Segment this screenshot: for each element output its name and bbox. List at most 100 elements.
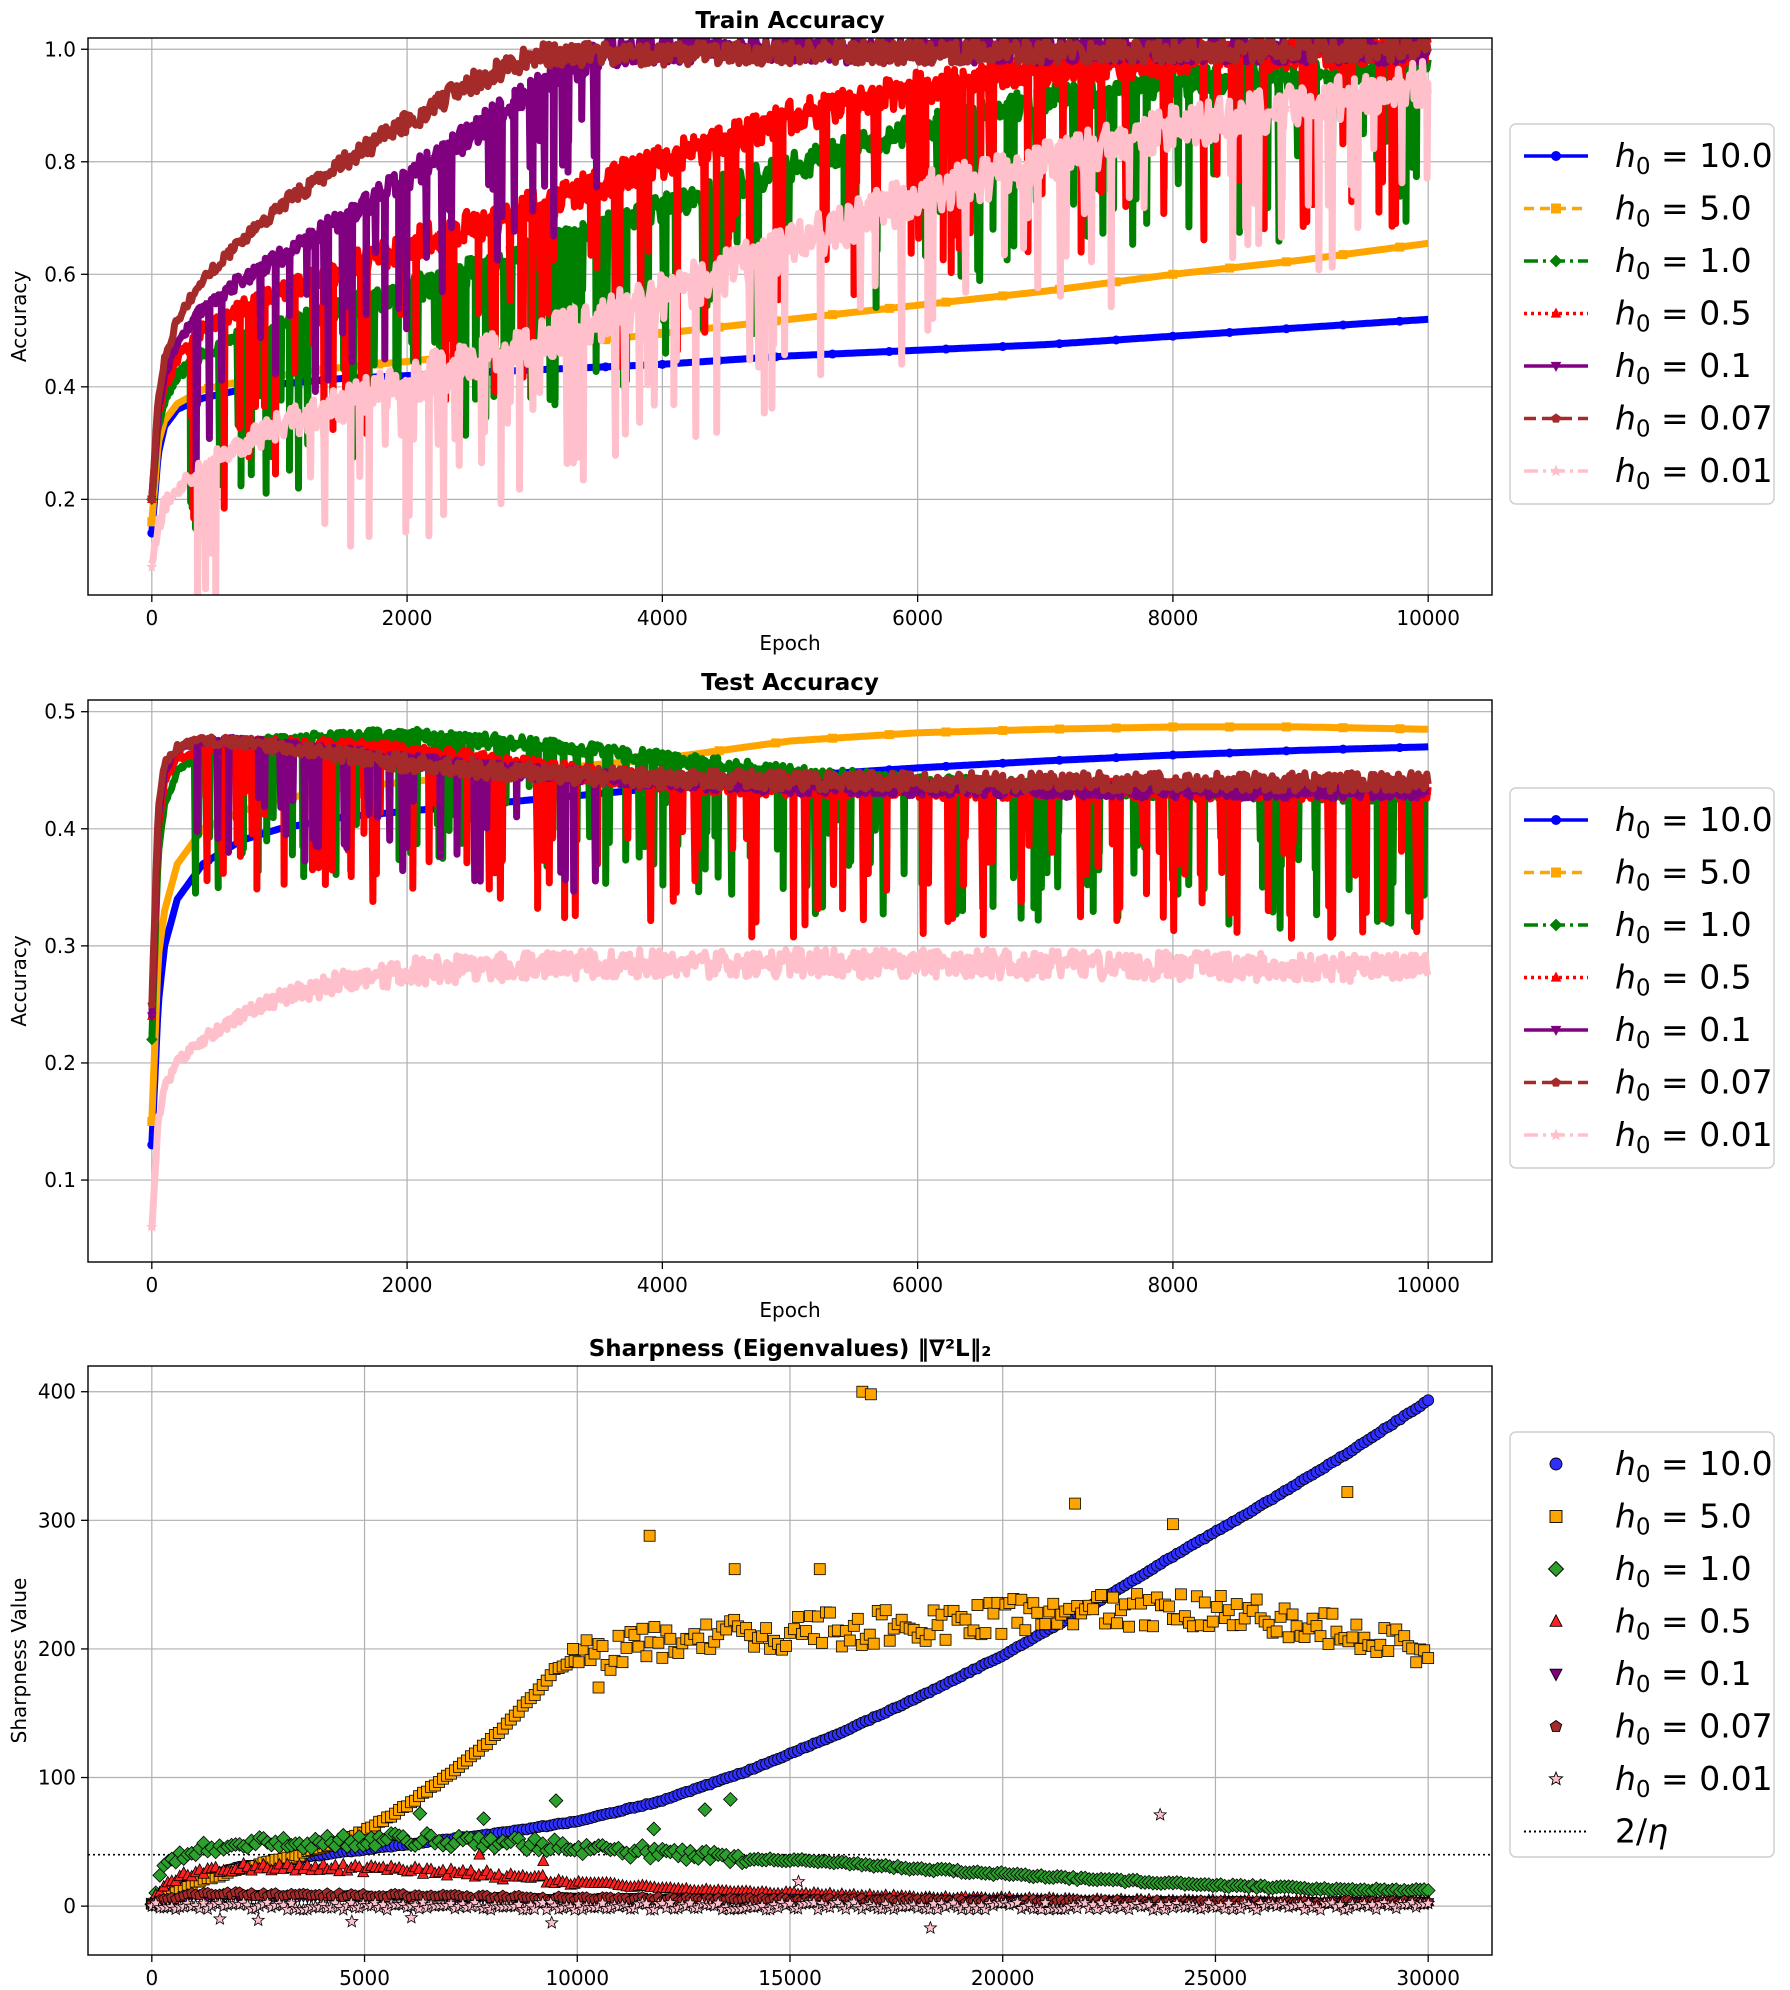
data-point — [1054, 62, 1065, 72]
data-point — [1282, 45, 1291, 54]
data-point — [260, 262, 271, 272]
data-point — [486, 961, 498, 973]
data-point — [543, 740, 555, 752]
legend-label: h0 = 0.1 — [1615, 346, 1752, 390]
legend-label: h0 = 10.0 — [1615, 1444, 1773, 1488]
legend-marker — [1549, 1510, 1563, 1523]
legend-marker — [1551, 867, 1561, 878]
data-point — [1168, 269, 1178, 279]
x-tick-label: 5000 — [339, 1966, 390, 1990]
data-point — [760, 1622, 772, 1635]
data-point — [883, 200, 895, 212]
series-7 — [146, 58, 1432, 595]
data-point — [1422, 1394, 1435, 1407]
data-point-outlier — [412, 1806, 428, 1821]
data-point — [656, 752, 669, 765]
data-point — [259, 999, 271, 1010]
data-point-outlier — [476, 1811, 492, 1827]
x-tick-label: 4000 — [637, 606, 688, 630]
data-point — [1054, 339, 1064, 349]
data-point — [1382, 1645, 1395, 1657]
data-point — [652, 1636, 665, 1649]
data-point — [487, 114, 498, 125]
data-point — [1054, 755, 1064, 765]
data-point-outlier — [791, 1874, 806, 1888]
chart-title: Train Accuracy — [695, 8, 884, 34]
data-point — [867, 1637, 880, 1650]
y-tick-label: 0.2 — [44, 487, 76, 511]
data-point — [959, 1613, 972, 1626]
data-point — [1221, 1896, 1236, 1910]
y-axis-label: Accuracy — [7, 935, 31, 1026]
data-point — [657, 156, 668, 166]
data-point — [1011, 1616, 1024, 1629]
data-point — [656, 201, 669, 213]
data-point — [713, 957, 725, 969]
data-point — [883, 957, 895, 969]
data-point — [941, 78, 951, 88]
data-point — [1281, 257, 1291, 267]
legend-box — [1509, 123, 1775, 505]
data-point — [1395, 242, 1405, 252]
data-point — [1338, 723, 1348, 733]
legend-swatch — [1524, 464, 1588, 477]
data-point — [204, 736, 213, 745]
data-point — [998, 291, 1008, 301]
legend-swatch — [1524, 203, 1588, 214]
y-tick-label: 0.5 — [44, 700, 76, 724]
legend-swatch — [1549, 1510, 1563, 1523]
legend-label: h0 = 0.07 — [1615, 1707, 1773, 1751]
x-tick-label: 0 — [145, 1273, 158, 1297]
data-point — [544, 768, 554, 777]
data-point-outlier — [1167, 1518, 1179, 1531]
data-point — [1230, 1598, 1243, 1610]
data-point-outlier — [864, 1388, 877, 1401]
data-point — [941, 777, 951, 786]
data-point — [1015, 1593, 1028, 1606]
legend-label: h0 = 5.0 — [1615, 189, 1752, 233]
legend-marker — [1551, 151, 1561, 161]
legend-marker — [1549, 1128, 1563, 1141]
data-point — [1055, 46, 1064, 56]
data-point-outlier — [251, 1912, 266, 1927]
data-point — [1078, 1895, 1093, 1909]
data-point — [1250, 1593, 1263, 1606]
data-point — [1281, 746, 1291, 756]
x-tick-label: 8000 — [1147, 1273, 1198, 1297]
data-point — [931, 1619, 944, 1632]
data-point — [599, 746, 612, 759]
data-point — [1047, 1597, 1060, 1610]
data-point — [941, 344, 951, 354]
data-point — [543, 959, 555, 971]
data-point — [998, 342, 1008, 352]
data-point — [1224, 960, 1236, 972]
data-point — [1206, 1615, 1219, 1628]
data-point — [1039, 1618, 1052, 1630]
data-point — [1019, 1624, 1032, 1637]
x-tick-label: 0 — [145, 1966, 158, 1990]
legend-swatch — [1524, 151, 1588, 161]
data-point — [431, 100, 440, 109]
legend-marker — [1551, 1077, 1561, 1087]
series-line-7 — [148, 946, 1432, 1231]
data-point — [1168, 722, 1178, 732]
data-point — [1225, 327, 1235, 337]
data-point — [1410, 1656, 1423, 1669]
data-point — [884, 89, 895, 99]
data-point — [1225, 45, 1234, 55]
data-point — [971, 1599, 984, 1611]
legend-marker — [1549, 1719, 1563, 1732]
data-point — [940, 182, 952, 193]
data-point — [1055, 777, 1064, 786]
data-point-outlier — [544, 1915, 559, 1929]
data-point-outlier — [1341, 1486, 1354, 1498]
x-axis-label: Epoch — [759, 1298, 820, 1322]
data-point — [1110, 137, 1122, 148]
data-point — [196, 1895, 211, 1910]
data-point — [1338, 777, 1348, 786]
data-point — [826, 223, 839, 235]
x-tick-label: 30000 — [1396, 1966, 1460, 1990]
data-point — [941, 297, 951, 307]
data-point — [1225, 722, 1235, 732]
data-point — [806, 1895, 821, 1909]
